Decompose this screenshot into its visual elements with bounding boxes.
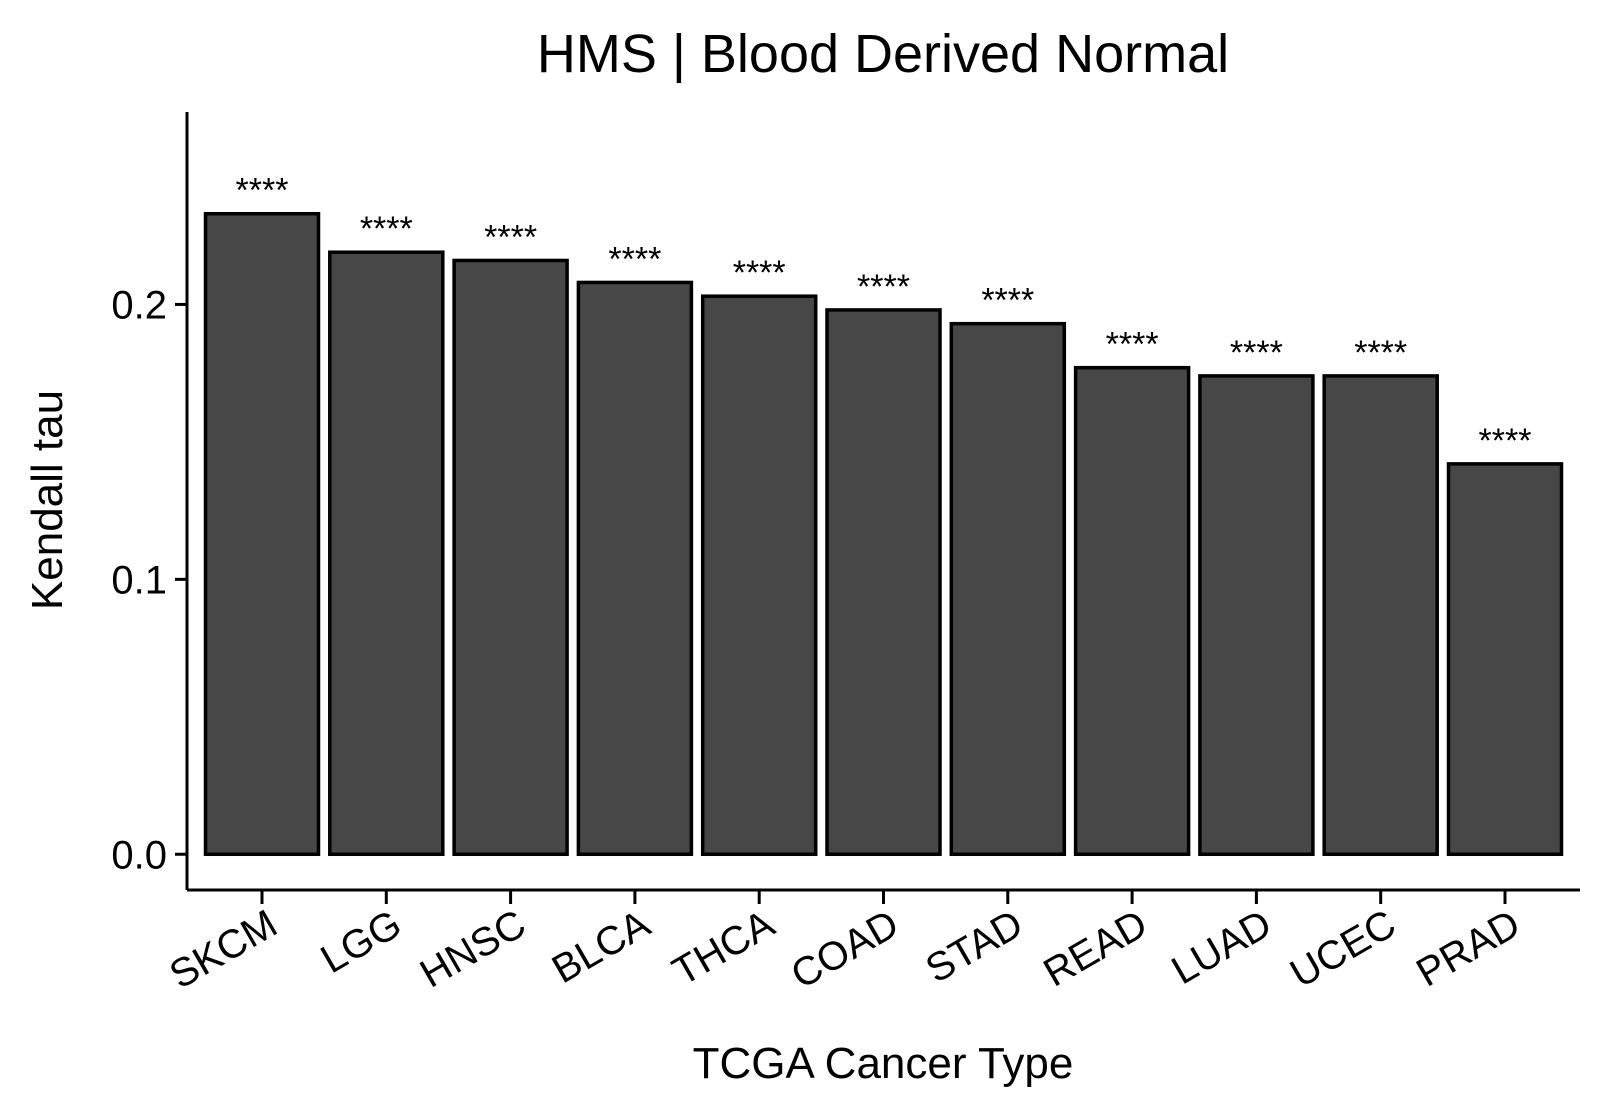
sig-label-stad: **** xyxy=(981,282,1034,320)
bar-coad xyxy=(825,308,942,857)
x-tick-label-thca: THCA xyxy=(665,902,782,995)
x-tick-label-hnsc: HNSC xyxy=(413,902,533,997)
bar-stad xyxy=(949,321,1067,857)
y-tick-label: 0.0 xyxy=(111,833,167,877)
x-tick-label-coad: COAD xyxy=(784,902,906,998)
bar-ucec xyxy=(1322,374,1439,857)
bars-group xyxy=(203,211,1564,857)
bar-lgg xyxy=(328,250,445,857)
y-axis: 0.0 0.1 0.2 xyxy=(111,112,189,890)
bar-blca xyxy=(576,280,694,857)
x-tick-label-read: READ xyxy=(1036,902,1154,996)
x-tick-label-stad: STAD xyxy=(918,902,1030,992)
sig-label-prad: **** xyxy=(1479,422,1532,460)
sig-label-skcm: **** xyxy=(236,172,289,210)
sig-label-ucec: **** xyxy=(1354,334,1407,372)
x-tick-label-prad: PRAD xyxy=(1409,902,1527,996)
bar-hnsc xyxy=(452,258,569,857)
bar-read xyxy=(1073,365,1191,857)
sig-label-hnsc: **** xyxy=(484,218,537,256)
x-tick-label-skcm: SKCM xyxy=(162,902,284,998)
sig-label-blca: **** xyxy=(608,240,661,278)
sig-label-lgg: **** xyxy=(360,210,413,248)
x-tick-label-lgg: LGG xyxy=(314,902,409,982)
bar-luad xyxy=(1198,374,1315,857)
y-tick-label: 0.2 xyxy=(111,283,167,327)
x-axis-title: TCGA Cancer Type xyxy=(693,1039,1074,1088)
significance-annotations: **** **** **** **** **** **** **** **** **** ****… xyxy=(236,172,1532,460)
chart-title: HMS | Blood Derived Normal xyxy=(537,24,1229,84)
sig-label-luad: **** xyxy=(1230,334,1283,372)
x-axis: SKCM LGG HNSC BLCA THCA COAD STAD READ LUAD UCEC P… xyxy=(162,888,1580,998)
sig-label-read: **** xyxy=(1106,326,1159,364)
bar-skcm xyxy=(203,211,321,857)
bar-prad xyxy=(1446,462,1564,857)
y-tick-label: 0.1 xyxy=(111,558,167,602)
x-tick-label-luad: LUAD xyxy=(1164,902,1278,993)
sig-label-thca: **** xyxy=(733,254,786,292)
bar-thca xyxy=(700,294,818,857)
x-tick-label-blca: BLCA xyxy=(545,902,658,993)
sig-label-coad: **** xyxy=(857,268,910,306)
y-axis-title: Kendall tau xyxy=(23,390,72,610)
x-tick-label-ucec: UCEC xyxy=(1283,902,1403,997)
